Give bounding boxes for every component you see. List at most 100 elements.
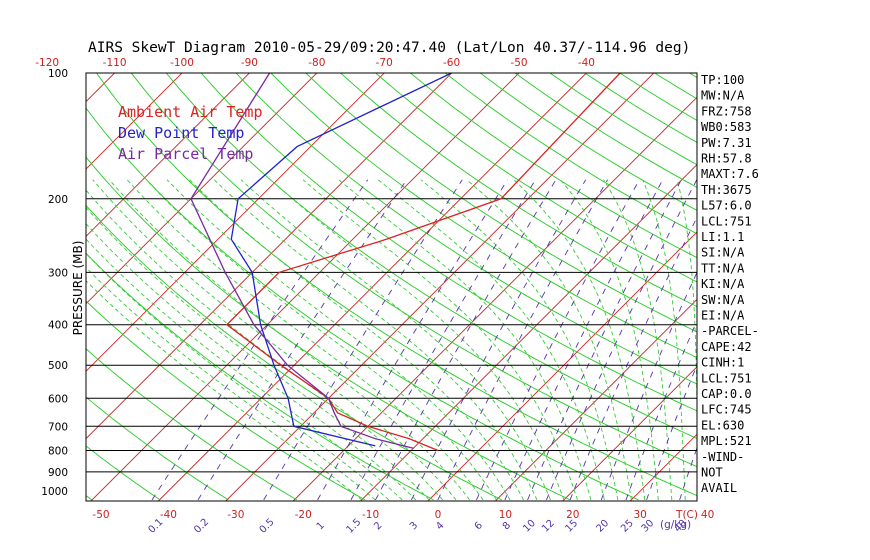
index-item: LCL:751 xyxy=(701,371,752,385)
pressure-tick-label: 600 xyxy=(48,393,68,405)
bottom-temp-tick-label: -50 xyxy=(92,509,109,521)
mixing-ratio-line xyxy=(569,216,697,501)
index-item: PW:7.31 xyxy=(701,136,752,150)
series-line-dew-point-temp xyxy=(230,73,452,447)
mixing-ratio-tick-label: 6 xyxy=(473,520,485,532)
index-item: LCL:751 xyxy=(701,214,752,228)
moist-adiabat-line xyxy=(86,266,376,501)
sounding-profiles xyxy=(190,73,621,452)
chart-title: AIRS SkewT Diagram 2010-05-29/09:20:47.4… xyxy=(88,40,690,56)
mixing-ratio-line xyxy=(476,179,640,501)
top-temp-tick-label: -110 xyxy=(103,57,127,69)
mixing-ratio-tick-label: 1.5 xyxy=(344,517,363,536)
isotherm-line xyxy=(427,231,697,501)
index-item: AVAIL xyxy=(701,481,737,495)
pressure-tick-label: 1000 xyxy=(41,486,68,498)
index-item: SI:N/A xyxy=(701,246,745,260)
moist-adiabat-line xyxy=(338,179,592,500)
mixing-ratio-line xyxy=(197,179,408,501)
mixing-ratio-line xyxy=(646,363,697,501)
isotherm-line xyxy=(86,73,251,238)
mixing-ratio-tick-label: 3 xyxy=(408,520,420,532)
mixing-ratio-line xyxy=(546,179,697,501)
top-temp-tick-label: -90 xyxy=(241,57,258,69)
moist-adiabat-line xyxy=(86,189,443,501)
index-item: MAXT:7.6 xyxy=(701,167,759,181)
isotherm-line xyxy=(562,366,697,501)
top-temp-tick-label: -50 xyxy=(510,57,527,69)
index-item: FRZ:758 xyxy=(701,104,752,118)
moist-adiabat-line xyxy=(86,280,363,501)
mixing-ratio-tick-label: 10 xyxy=(521,518,538,535)
isotherm-line xyxy=(832,20,870,501)
mixing-ratio-tick-label: 1 xyxy=(315,520,327,532)
mixing-ratio-tick-label: 2 xyxy=(372,520,384,532)
index-item: WB0:583 xyxy=(701,120,752,134)
isotherm-line xyxy=(90,73,520,501)
index-item: KI:N/A xyxy=(701,277,745,291)
mixing-ratio-line xyxy=(600,271,697,501)
dry-adiabat-lines xyxy=(86,73,697,501)
legend-dew-point-temp: Dew Point Temp xyxy=(118,124,244,142)
index-item: MPL:521 xyxy=(701,434,752,448)
dry-adiabat-line xyxy=(86,445,161,501)
moist-adiabat-line xyxy=(145,179,497,501)
top-temp-tick-label: -60 xyxy=(443,57,460,69)
isotherm-line xyxy=(86,73,318,305)
moist-adiabat-line xyxy=(466,179,632,500)
dry-adiabat-line xyxy=(86,396,229,501)
bottom-temp-tick-label: -20 xyxy=(295,509,312,521)
mixing-ratio-line xyxy=(263,179,463,501)
top-temp-tick-label: -70 xyxy=(376,57,393,69)
moist-adiabat-line xyxy=(166,179,511,501)
pressure-tick-label: 800 xyxy=(48,446,68,458)
isotherm-line xyxy=(86,73,183,170)
dry-adiabat-line xyxy=(86,204,503,501)
index-item: CAP:0.0 xyxy=(701,387,752,401)
isotherm-line xyxy=(495,298,697,501)
pressure-tick-label: 200 xyxy=(48,194,68,206)
index-item: CAPE:42 xyxy=(701,340,752,354)
pressure-tick-label: 300 xyxy=(48,267,68,279)
mixing-ratio-line xyxy=(410,179,587,501)
bottom-temp-tick-label: 40 xyxy=(701,509,714,521)
mixing-ratio-unit-label: (g/kg) xyxy=(660,519,691,531)
y-axis-label: PRESSURE (MB) xyxy=(71,241,85,336)
isotherm-line xyxy=(158,73,588,501)
bottom-temp-tick-label: -30 xyxy=(227,509,244,521)
bottom-temp-tick-label: 20 xyxy=(566,509,579,521)
legend-ambient-air-temp: Ambient Air Temp xyxy=(118,103,263,121)
dry-adiabat-line xyxy=(86,156,571,501)
dry-adiabat-line xyxy=(444,73,697,235)
dry-adiabat-line xyxy=(86,107,639,501)
dry-adiabat-line xyxy=(200,73,697,412)
index-item: L57:6.0 xyxy=(701,199,752,213)
index-item: LI:1.1 xyxy=(701,230,744,244)
bottom-temp-tick-label: -10 xyxy=(362,509,379,521)
isotherm-line xyxy=(86,73,116,103)
x-axis-label: T(C) xyxy=(675,509,698,521)
mixing-ratio-line xyxy=(350,179,536,501)
mixing-ratio-line xyxy=(625,319,697,501)
index-item: NOT xyxy=(701,466,723,480)
dry-adiabat-line xyxy=(340,73,697,308)
bottom-temp-tick-label: 10 xyxy=(499,509,512,521)
moist-adiabat-line xyxy=(213,179,538,501)
isotherm-line xyxy=(360,163,697,501)
dry-adiabat-line xyxy=(130,73,697,468)
moist-adiabat-line xyxy=(126,179,484,501)
index-item: EL:630 xyxy=(701,418,744,432)
bottom-temp-tick-label: 0 xyxy=(435,509,442,521)
moist-adiabat-line xyxy=(86,223,417,501)
series-line-air-parcel-temp xyxy=(190,73,414,449)
moist-adiabat-line xyxy=(92,179,457,501)
pressure-tick-label: 100 xyxy=(48,68,68,80)
series-line-ambient-air-temp xyxy=(225,73,621,452)
dry-adiabat-line xyxy=(305,73,697,333)
dry-adiabat-line xyxy=(165,73,697,439)
dry-adiabat-line xyxy=(95,73,697,497)
moist-adiabat-line xyxy=(86,252,390,501)
index-item: MW:N/A xyxy=(701,89,745,103)
pressure-tick-label: 700 xyxy=(48,421,68,433)
pressure-tick-label: 500 xyxy=(48,360,68,372)
